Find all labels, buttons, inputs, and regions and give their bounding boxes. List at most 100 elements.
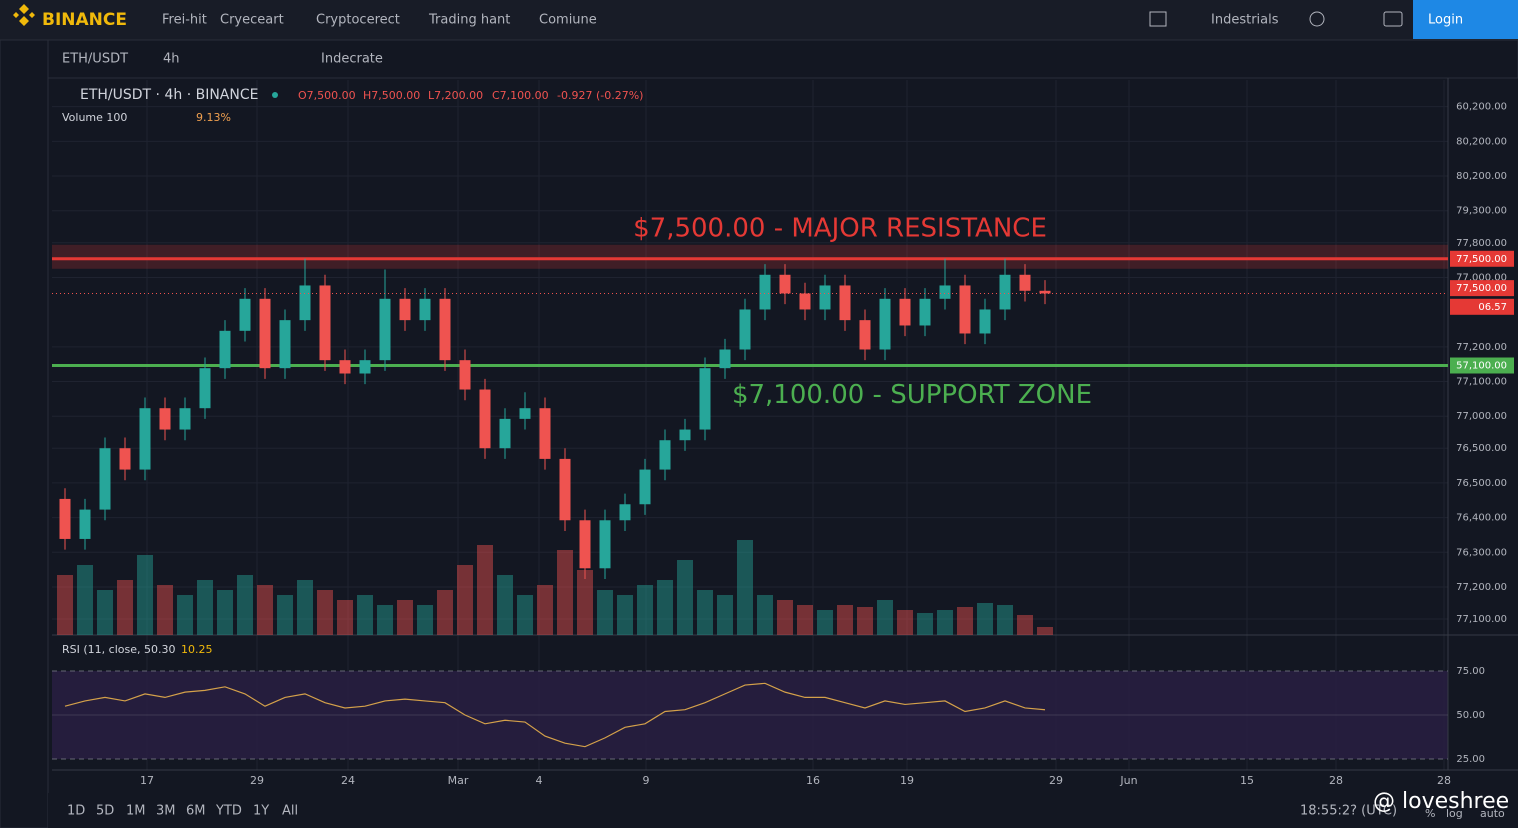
volume-bar: [197, 580, 213, 635]
candle-body: [579, 520, 591, 569]
volume-bar: [817, 610, 833, 635]
candle-body: [1039, 290, 1051, 294]
candle-body: [899, 298, 911, 326]
volume-bar: [457, 565, 473, 635]
volume-bar: [897, 610, 913, 635]
range-button[interactable]: 5D: [96, 804, 114, 819]
rsi-band: [52, 671, 1448, 759]
range-button[interactable]: 6M: [186, 804, 206, 819]
volume-bar: [737, 540, 753, 635]
scale-toggle[interactable]: auto: [1480, 807, 1505, 820]
candle-body: [799, 293, 811, 310]
volume-bar: [517, 595, 533, 635]
range-button[interactable]: 1M: [126, 804, 146, 819]
status-dot: [272, 92, 278, 98]
candle-body: [999, 274, 1011, 310]
y-tick-label: 60,200.00: [1456, 102, 1507, 113]
volume-bar: [417, 605, 433, 635]
volume-bar: [957, 607, 973, 635]
ohlc-change: -0.927 (-0.27%): [557, 89, 643, 102]
candle-body: [819, 285, 831, 310]
scale-toggle[interactable]: log: [1446, 807, 1463, 820]
volume-bar: [77, 565, 93, 635]
range-button[interactable]: All: [282, 804, 298, 819]
candle-body: [419, 298, 431, 321]
menu-item[interactable]: Cryptocerect: [316, 13, 400, 28]
login-label[interactable]: Login: [1428, 13, 1463, 28]
volume-bar: [977, 603, 993, 635]
candle-body: [399, 298, 411, 321]
rsi-tick-label: 50.00: [1456, 710, 1485, 721]
x-tick-label: 28: [1329, 774, 1343, 787]
volume-bar: [617, 595, 633, 635]
x-tick-label: 9: [643, 774, 650, 787]
candle-body: [259, 298, 271, 369]
login-button[interactable]: [1413, 0, 1518, 39]
candle-body: [279, 320, 291, 369]
volume-bar: [277, 595, 293, 635]
volume-bar: [137, 555, 153, 635]
candle-body: [99, 448, 111, 510]
top-nav: [0, 0, 1518, 40]
volume-label: Volume 100: [62, 111, 127, 124]
level-annotation: $7,500.00 - MAJOR RESISTANCE: [633, 213, 1047, 243]
rsi-tick-label: 75.00: [1456, 666, 1485, 677]
range-button[interactable]: YTD: [215, 804, 242, 819]
volume-bar: [537, 585, 553, 635]
ohlc: L7,200.00: [428, 89, 483, 102]
x-tick-label: 28: [1437, 774, 1451, 787]
range-button[interactable]: 1Y: [253, 804, 269, 819]
rsi-label: RSI (11, close, 50.30: [62, 643, 175, 656]
candle-body: [339, 360, 351, 374]
x-tick-label: Jun: [1119, 774, 1137, 787]
price-tag: [1450, 357, 1514, 374]
volume-bar: [757, 595, 773, 635]
cloud-menu[interactable]: Indestrials: [1211, 13, 1279, 28]
y-tick-label: 76,500.00: [1456, 443, 1507, 454]
volume-bar: [717, 595, 733, 635]
y-tick-label: 77,100.00: [1456, 614, 1507, 625]
y-tick-label: 77,000.00: [1456, 411, 1507, 422]
volume-bar: [917, 613, 933, 635]
menu-item[interactable]: Frei-hit: [162, 13, 207, 28]
y-tick-label: 77,800.00: [1456, 238, 1507, 249]
candle-body: [219, 330, 231, 369]
x-tick-label: 4: [536, 774, 543, 787]
indicators-button[interactable]: Indecrate: [321, 52, 383, 67]
candle-body: [599, 520, 611, 569]
candle-body: [519, 408, 531, 419]
level-annotation: $7,100.00 - SUPPORT ZONE: [732, 380, 1092, 410]
candle-body: [779, 274, 791, 294]
candle-body: [859, 320, 871, 350]
x-tick-label: 16: [806, 774, 820, 787]
range-button[interactable]: 1D: [67, 804, 85, 819]
settings-icon[interactable]: [1309, 11, 1325, 27]
interval[interactable]: 4h: [163, 52, 180, 67]
candle-body: [939, 285, 951, 299]
candle-body: [699, 368, 711, 430]
layout-icon[interactable]: [1149, 11, 1167, 27]
volume-bar: [577, 570, 593, 635]
volume-bar: [657, 580, 673, 635]
candle-body: [979, 309, 991, 334]
camera-icon[interactable]: [1383, 11, 1403, 27]
candle-body: [379, 298, 391, 361]
range-button[interactable]: 3M: [156, 804, 176, 819]
volume-bar: [1037, 627, 1053, 635]
y-tick-label: 77,200.00: [1456, 342, 1507, 353]
menu-item[interactable]: Trading hant: [428, 13, 510, 28]
clock: 18:55:2? (UTC): [1300, 804, 1397, 819]
volume-bar: [397, 600, 413, 635]
price-tag-label: 06.57: [1478, 302, 1507, 313]
candle-body: [479, 389, 491, 449]
menu-item[interactable]: Comiune: [539, 13, 597, 28]
menu-item[interactable]: Cryeceart: [220, 13, 284, 28]
candle-body: [739, 309, 751, 350]
scale-toggle[interactable]: %: [1425, 807, 1435, 820]
candle-body: [539, 408, 551, 459]
symbol[interactable]: ETH/USDT: [62, 52, 128, 67]
candle-body: [359, 360, 371, 374]
volume-bar: [877, 600, 893, 635]
rsi-value: 10.25: [181, 643, 213, 656]
